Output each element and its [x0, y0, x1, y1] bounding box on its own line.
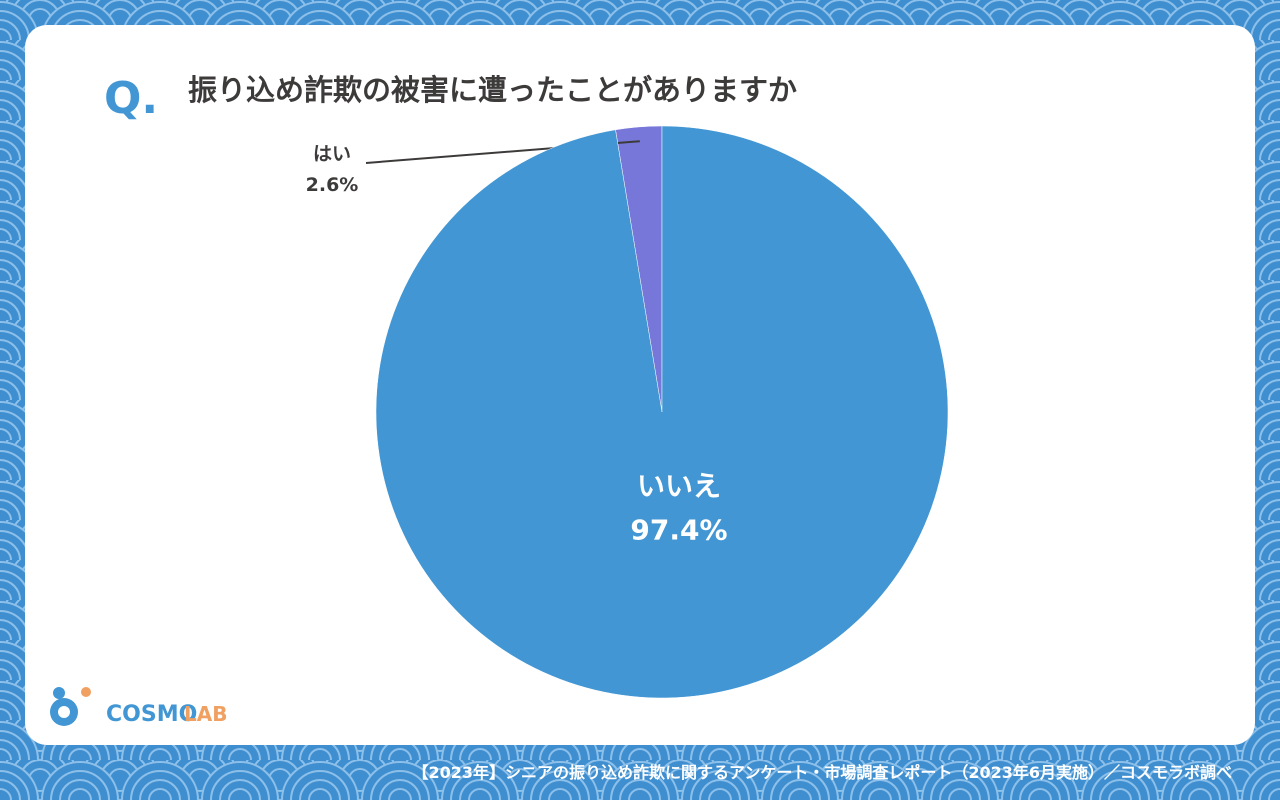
- chart-title: 振り込め詐欺の被害に遭ったことがありますか: [188, 73, 797, 107]
- logo: COSMO LAB: [50, 687, 227, 727]
- source-note: 【2023年】シニアの振り込め詐欺に関するアンケート・市場調査レポート（2023…: [412, 763, 1232, 782]
- logo-text: LAB: [184, 702, 227, 726]
- slice-label: はい: [313, 143, 351, 165]
- question-marker: Q.: [104, 73, 158, 124]
- logo-icon: [81, 687, 91, 697]
- value-label: 97.4%: [630, 514, 727, 547]
- slice-label: いいえ: [637, 470, 721, 503]
- logo-icon: [53, 687, 65, 699]
- pie-slice: [375, 125, 949, 699]
- value-label: 2.6%: [306, 174, 359, 196]
- logo-icon: [58, 706, 70, 718]
- logo-text: COSMO: [106, 702, 197, 727]
